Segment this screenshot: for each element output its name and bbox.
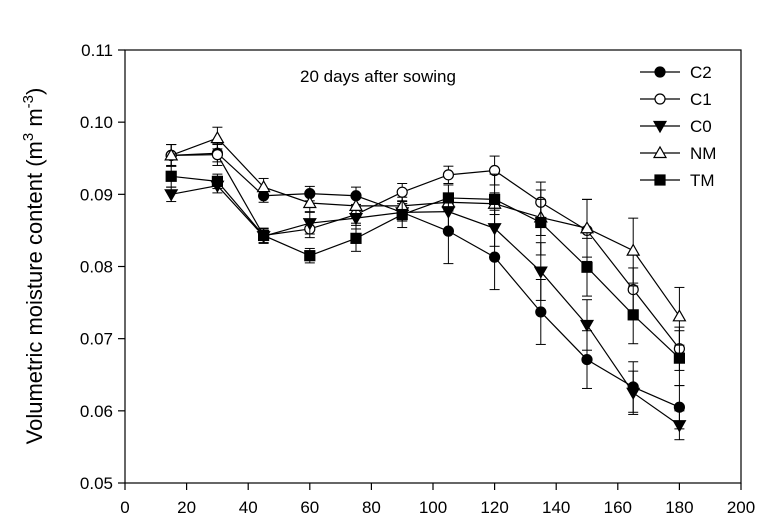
x-tick-label: 80 bbox=[362, 498, 381, 517]
plot-frame bbox=[124, 49, 742, 484]
legend: C2 C1 C0 NM TM bbox=[640, 63, 716, 190]
point-nm bbox=[210, 130, 225, 144]
y-tick-label: 0.07 bbox=[80, 330, 113, 349]
point-tm bbox=[489, 193, 501, 205]
point-c0 bbox=[626, 387, 641, 401]
point-c0 bbox=[302, 218, 317, 231]
point-c1 bbox=[442, 169, 454, 181]
point-nm bbox=[302, 195, 317, 209]
point-tm bbox=[165, 170, 177, 182]
x-tick-label: 140 bbox=[542, 498, 570, 517]
legend-label-c2: C2 bbox=[690, 63, 712, 82]
point-nm bbox=[579, 221, 595, 234]
series-nm bbox=[164, 126, 687, 346]
series-layer bbox=[164, 126, 687, 441]
point-tm bbox=[535, 216, 547, 229]
point-c0 bbox=[164, 189, 179, 202]
legend-item-c0: C0 bbox=[640, 117, 712, 136]
point-c2 bbox=[581, 353, 593, 366]
point-c1 bbox=[396, 186, 408, 198]
point-tm bbox=[627, 309, 639, 321]
axis-ticks: 0 20 40 60 80 100 120 140 160 180 200 0.05 0.06 0.07 0… bbox=[80, 41, 755, 517]
series-line-nm bbox=[170, 137, 680, 317]
series-c0 bbox=[164, 177, 687, 441]
point-c2 bbox=[489, 251, 501, 263]
point-c2 bbox=[535, 306, 547, 318]
x-tick-label: 180 bbox=[665, 498, 693, 517]
y-tick-label: 0.08 bbox=[80, 258, 113, 277]
point-nm bbox=[164, 148, 179, 161]
legend-marker-nm bbox=[652, 145, 668, 159]
legend-label-nm: NM bbox=[690, 144, 716, 163]
legend-item-nm: NM bbox=[640, 144, 716, 163]
point-nm bbox=[672, 309, 687, 322]
point-tm bbox=[211, 175, 223, 187]
x-tick-label: 200 bbox=[727, 498, 755, 517]
y-axis-label-part: Volumetric moisture content (m bbox=[22, 141, 47, 444]
x-tick-label: 60 bbox=[300, 498, 319, 517]
x-tick-label: 100 bbox=[419, 498, 447, 517]
point-nm bbox=[256, 179, 271, 193]
legend-label-c1: C1 bbox=[690, 90, 712, 109]
legend-marker-tm bbox=[654, 174, 666, 186]
y-axis-label-part: m bbox=[22, 108, 47, 132]
y-tick-label: 0.11 bbox=[81, 41, 113, 60]
series-line-c1 bbox=[171, 154, 680, 350]
point-c1 bbox=[211, 149, 223, 161]
point-tm bbox=[258, 229, 270, 242]
legend-label-c0: C0 bbox=[690, 117, 712, 136]
x-tick-label: 20 bbox=[177, 498, 196, 517]
x-tick-label: 160 bbox=[604, 498, 632, 517]
legend-marker-c2 bbox=[654, 66, 666, 78]
y-tick-label: 0.05 bbox=[80, 474, 113, 493]
point-tm bbox=[581, 261, 593, 273]
point-c0 bbox=[579, 319, 595, 333]
legend-marker-c1 bbox=[654, 93, 666, 105]
y-axis-label-part: 3 bbox=[20, 133, 37, 141]
point-tm bbox=[396, 208, 408, 221]
point-tm bbox=[442, 192, 454, 204]
series-line-c2 bbox=[171, 152, 680, 408]
point-tm bbox=[304, 250, 316, 262]
series-line-c0 bbox=[171, 185, 680, 426]
point-c0 bbox=[672, 420, 687, 433]
point-nm bbox=[348, 198, 364, 211]
x-tick-label: 40 bbox=[239, 498, 258, 517]
legend-item-c2: C2 bbox=[640, 63, 712, 82]
y-tick-label: 0.09 bbox=[80, 185, 113, 204]
point-c0 bbox=[533, 266, 548, 279]
y-tick-label: 0.10 bbox=[80, 113, 113, 132]
series-tm bbox=[165, 164, 686, 387]
legend-label-tm: TM bbox=[690, 171, 715, 190]
x-tick-label: 0 bbox=[120, 498, 129, 517]
legend-marker-c0 bbox=[652, 120, 668, 134]
legend-item-tm: TM bbox=[640, 171, 715, 190]
y-axis-label-part: ) bbox=[22, 88, 47, 95]
y-axis-label-part: -3 bbox=[20, 95, 37, 108]
y-axis-label: Volumetric moisture content (m3 m-3) bbox=[20, 88, 47, 445]
y-tick-label: 0.06 bbox=[80, 402, 113, 421]
chart-annotation: 20 days after sowing bbox=[300, 67, 456, 86]
point-tm bbox=[350, 232, 362, 244]
point-nm bbox=[626, 243, 641, 256]
series-line-tm bbox=[171, 175, 680, 359]
point-tm bbox=[673, 352, 686, 364]
legend-item-c1: C1 bbox=[640, 90, 712, 109]
x-tick-label: 120 bbox=[480, 498, 508, 517]
